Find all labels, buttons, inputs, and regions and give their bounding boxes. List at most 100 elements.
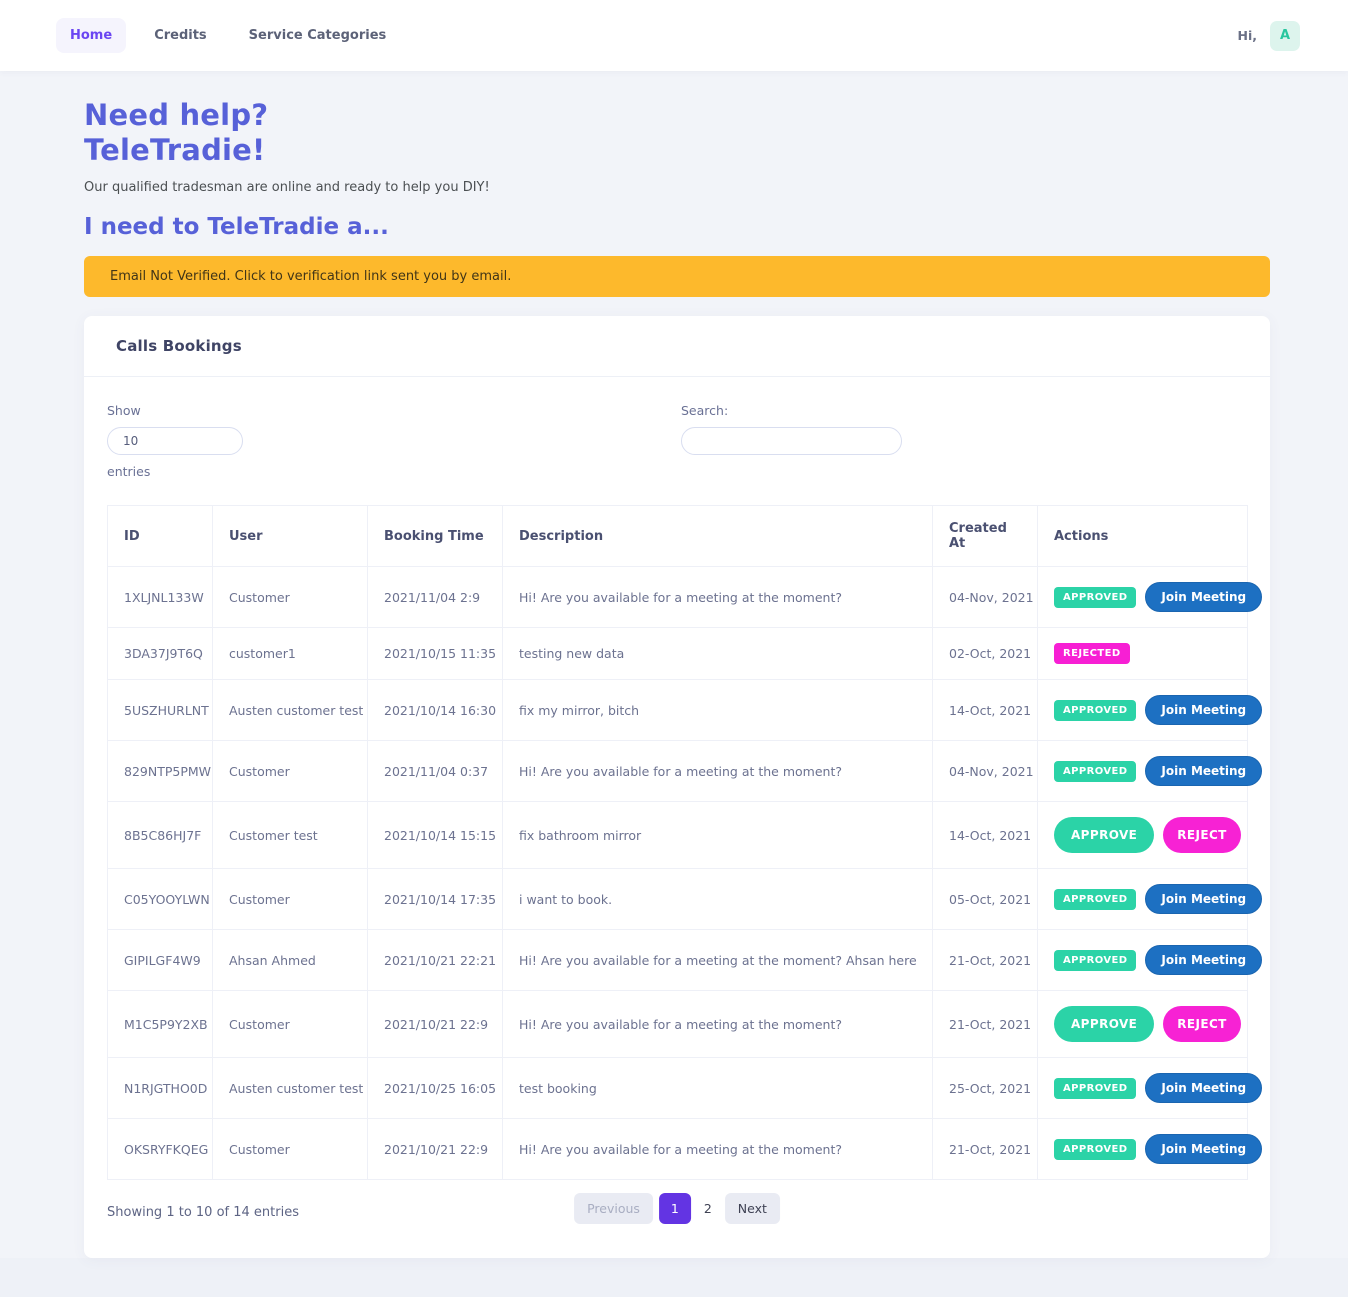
join-meeting-button[interactable]: Join Meeting — [1145, 1134, 1263, 1164]
hero-subtitle: Our qualified tradesman are online and r… — [84, 180, 490, 195]
approved-status-badge: APPROVED — [1054, 699, 1137, 721]
cell-booking-time: 2021/10/21 22:21 — [367, 929, 503, 991]
card-title: Calls Bookings — [116, 337, 242, 355]
page-title-line2: TeleTradie! — [84, 133, 266, 167]
cell-actions: APPROVED Join Meeting — [1054, 1073, 1263, 1103]
cell-booking-time: 2021/10/21 22:9 — [367, 990, 503, 1058]
cell-booking-time: 2021/10/15 11:35 — [367, 627, 503, 680]
cell-booking-time: 2021/11/04 0:37 — [367, 740, 503, 802]
page-size-select[interactable]: 10 — [107, 427, 243, 455]
join-meeting-button[interactable]: Join Meeting — [1145, 695, 1263, 725]
cell-created-at: 21-Oct, 2021 — [932, 990, 1038, 1058]
cell-id: 3DA37J9T6Q — [107, 627, 213, 680]
cell-actions: APPROVED Join Meeting — [1054, 945, 1263, 975]
cell-id: 829NTP5PMW — [107, 740, 213, 802]
join-meeting-button[interactable]: Join Meeting — [1145, 884, 1263, 914]
join-meeting-button[interactable]: Join Meeting — [1145, 945, 1263, 975]
approve-button[interactable]: APPROVE — [1054, 1006, 1155, 1042]
bookings-table: ID User Booking Time Description Created… — [107, 505, 1263, 1180]
cell-booking-time: 2021/10/14 15:15 — [367, 801, 503, 869]
cell-user: Ahsan Ahmed — [212, 929, 368, 991]
approved-status-badge: APPROVED — [1054, 1077, 1137, 1099]
table-controls: Show 10 entries Search: — [107, 403, 1247, 479]
avatar[interactable]: A — [1270, 20, 1300, 51]
cell-id: GIPILGF4W9 — [107, 929, 213, 991]
cell-id: C05YOOYLWN — [107, 868, 213, 930]
cell-created-at: 14-Oct, 2021 — [932, 679, 1038, 741]
calls-bookings-card: Calls Bookings Show 10 entries Search: — [84, 316, 1270, 1258]
cell-id: 5USZHURLNT — [107, 679, 213, 741]
table-row: 3DA37J9T6Q customer1 2021/10/15 11:35 te… — [107, 627, 1248, 680]
cell-description: fix my mirror, bitch — [502, 679, 933, 741]
join-meeting-button[interactable]: Join Meeting — [1145, 582, 1263, 612]
cell-user: Customer — [212, 990, 368, 1058]
card-header: Calls Bookings — [84, 316, 1270, 377]
nav-item-credits[interactable]: Credits — [140, 18, 220, 53]
cell-created-at: 02-Oct, 2021 — [932, 627, 1038, 680]
table-row: N1RJGTHO0D Austen customer test 2021/10/… — [107, 1057, 1263, 1119]
table-row: M1C5P9Y2XB Customer 2021/10/21 22:9 Hi! … — [107, 990, 1248, 1058]
pagination-next-button[interactable]: Next — [724, 1193, 780, 1224]
page-content: Need help? TeleTradie! Our qualified tra… — [0, 71, 1348, 1258]
cell-id: 8B5C86HJ7F — [107, 801, 213, 869]
cell-user: customer1 — [212, 627, 368, 680]
cell-booking-time: 2021/10/25 16:05 — [367, 1057, 503, 1119]
join-meeting-button[interactable]: Join Meeting — [1145, 1073, 1263, 1103]
cell-description: test booking — [502, 1057, 933, 1119]
cell-user: Austen customer test — [212, 679, 368, 741]
cell-created-at: 05-Oct, 2021 — [932, 868, 1038, 930]
col-header-actions: Actions — [1037, 505, 1248, 567]
greeting-text: Hi, — [1237, 28, 1258, 43]
cell-booking-time: 2021/10/21 22:9 — [367, 1118, 503, 1180]
hero-section: Need help? TeleTradie! Our qualified tra… — [78, 71, 1270, 240]
card-body: Show 10 entries Search: — [84, 377, 1270, 1180]
reject-button[interactable]: REJECT — [1163, 1006, 1241, 1042]
top-navbar: Home Credits Service Categories Hi, A — [0, 0, 1348, 71]
entries-label: entries — [107, 464, 151, 479]
cell-created-at: 25-Oct, 2021 — [932, 1057, 1038, 1119]
email-verification-alert[interactable]: Email Not Verified. Click to verificatio… — [84, 256, 1270, 297]
cell-id: M1C5P9Y2XB — [107, 990, 213, 1058]
cell-created-at: 14-Oct, 2021 — [932, 801, 1038, 869]
cell-description: Hi! Are you available for a meeting at t… — [502, 740, 933, 802]
col-header-booking-time: Booking Time — [367, 505, 503, 567]
cell-actions: APPROVED Join Meeting — [1054, 1134, 1263, 1164]
cell-id: 1XLJNL133W — [107, 566, 213, 628]
col-header-user: User — [212, 505, 368, 567]
cell-description: i want to book. — [502, 868, 933, 930]
table-row: 5USZHURLNT Austen customer test 2021/10/… — [107, 679, 1263, 741]
main-nav: Home Credits Service Categories — [56, 18, 400, 53]
search-input[interactable] — [681, 427, 902, 455]
table-header-row: ID User Booking Time Description Created… — [107, 505, 1248, 567]
search-label: Search: — [681, 403, 729, 418]
table-row: GIPILGF4W9 Ahsan Ahmed 2021/10/21 22:21 … — [107, 929, 1263, 991]
col-header-description: Description — [502, 505, 933, 567]
bookings-table-wrap: ID User Booking Time Description Created… — [107, 505, 1263, 1180]
join-meeting-button[interactable]: Join Meeting — [1145, 756, 1263, 786]
approved-status-badge: APPROVED — [1054, 888, 1137, 910]
pagination-previous-button[interactable]: Previous — [574, 1193, 653, 1224]
email-verification-alert-text: Email Not Verified. Click to verificatio… — [110, 269, 512, 284]
reject-button[interactable]: REJECT — [1163, 817, 1241, 853]
cell-description: Hi! Are you available for a meeting at t… — [502, 566, 933, 628]
table-row: 829NTP5PMW Customer 2021/11/04 0:37 Hi! … — [107, 740, 1263, 802]
nav-item-home[interactable]: Home — [56, 18, 127, 53]
pagination-page-2-button[interactable]: 2 — [697, 1193, 719, 1224]
search-control: Search: — [681, 403, 1247, 455]
col-header-id: ID — [107, 505, 213, 567]
approve-button[interactable]: APPROVE — [1054, 817, 1155, 853]
table-row: 8B5C86HJ7F Customer test 2021/10/14 15:1… — [107, 801, 1248, 869]
show-label: Show — [107, 403, 141, 418]
nav-item-service-categories[interactable]: Service Categories — [235, 18, 401, 53]
cell-description: testing new data — [502, 627, 933, 680]
approved-status-badge: APPROVED — [1054, 1138, 1137, 1160]
cell-actions: APPROVE REJECT — [1054, 1006, 1241, 1042]
cell-booking-time: 2021/10/14 17:35 — [367, 868, 503, 930]
cell-actions: APPROVE REJECT — [1054, 817, 1241, 853]
cell-created-at: 04-Nov, 2021 — [932, 566, 1038, 628]
cell-actions: APPROVED Join Meeting — [1054, 695, 1263, 725]
approved-status-badge: APPROVED — [1054, 760, 1137, 782]
pagination: Previous 1 2 Next — [574, 1193, 780, 1224]
card-footer: Showing 1 to 10 of 14 entries Previous 1… — [84, 1180, 1270, 1258]
pagination-page-1-button[interactable]: 1 — [658, 1193, 691, 1224]
